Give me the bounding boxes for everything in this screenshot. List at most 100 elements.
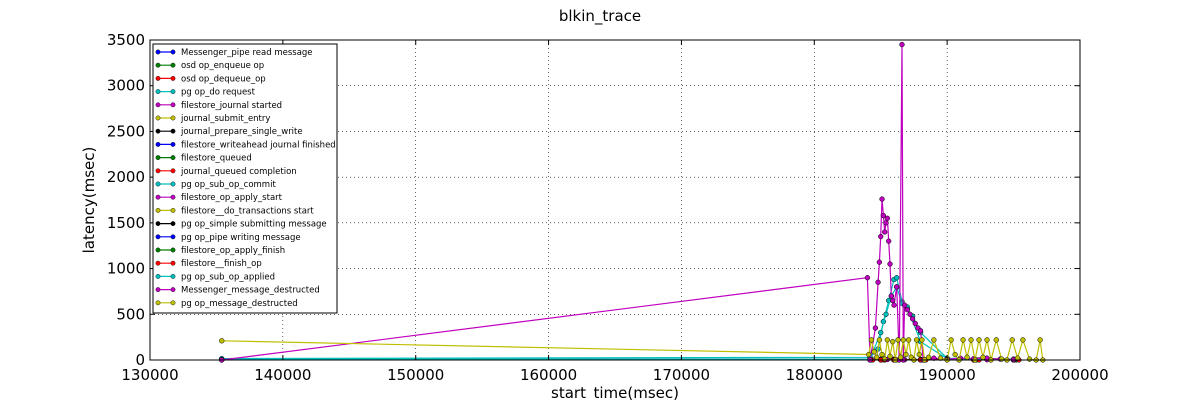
data-point [897, 354, 904, 360]
legend-marker [155, 221, 161, 227]
data-point [887, 261, 893, 267]
legend: Messenger_pipe read message osd op_enqueu… [152, 43, 338, 314]
chart-title: blkin_trace [559, 7, 641, 26]
legend-item: pg op_do request [155, 88, 256, 98]
data-point [931, 337, 937, 343]
legend-marker [170, 181, 176, 187]
x-tick-label: 160000 [520, 366, 577, 384]
data-point [899, 41, 905, 48]
legend-marker [170, 155, 176, 161]
data-point [937, 355, 944, 361]
legend-item: filestore__do_transactions start [155, 206, 314, 216]
legend-label: journal_prepare_single_write [180, 127, 303, 137]
data-point [904, 307, 910, 313]
legend-marker [155, 168, 161, 174]
axis-ticks: 130000 140000 150000 160000 170000 180000 1900… [107, 31, 1109, 384]
data-point [882, 229, 888, 235]
legend-marker [155, 287, 161, 292]
data-point [866, 351, 872, 358]
legend-marker [170, 141, 176, 147]
data-point [901, 302, 908, 308]
legend-item: journal_submit_entry [155, 114, 270, 124]
data-point [868, 337, 875, 343]
data-point [894, 275, 900, 281]
series [219, 41, 1017, 363]
legend-label: pg op_do request [181, 88, 256, 98]
legend-item: pg op_message_destructed [155, 299, 298, 309]
legend-label: pg op_simple submitting message [181, 220, 327, 230]
data-point [1009, 337, 1015, 343]
y-tick-label: 1500 [107, 214, 145, 232]
data-point [912, 320, 918, 327]
legend-marker [155, 141, 161, 147]
data-point [880, 212, 887, 219]
data-point [879, 351, 885, 358]
legend-label: osd op_dequeue_op [181, 74, 266, 84]
x-axis-label: start_time(msec) [551, 384, 679, 400]
legend-marker [155, 76, 161, 81]
data-point [1026, 356, 1033, 362]
legend-item: pg op_simple submitting message [155, 220, 327, 230]
data-point [888, 293, 894, 299]
plot-frame [149, 39, 1081, 361]
data-point [874, 354, 880, 360]
data-point [890, 339, 896, 345]
x-tick-label: 180000 [786, 366, 843, 384]
data-point [883, 220, 889, 226]
legend-label: filestore_op_apply_start [181, 193, 283, 203]
legend-marker [155, 155, 161, 161]
legend-marker [155, 260, 161, 266]
legend-marker [170, 273, 176, 279]
data-point [875, 279, 881, 285]
x-tick-label: 170000 [653, 366, 710, 384]
legend-item: journal_prepare_single_write [155, 127, 303, 137]
legend-item: Messenger_pipe read message [155, 48, 313, 58]
legend-item: pg op_pipe writing message [155, 233, 301, 243]
data-point [909, 316, 916, 322]
legend-label: pg op_sub_op_commit [181, 180, 276, 190]
data-point [905, 337, 912, 343]
legend-marker [170, 300, 176, 306]
legend-marker [170, 168, 176, 174]
data-point [876, 337, 883, 343]
legend-label: pg op_sub_op_applied [181, 272, 275, 282]
y-tick-label: 500 [116, 305, 145, 323]
legend-marker [170, 89, 176, 95]
legend-item: osd op_enqueue op [155, 61, 264, 71]
data-point [878, 233, 884, 240]
legend-marker [170, 234, 176, 240]
legend-marker [155, 181, 161, 187]
y-tick-label: 3500 [107, 31, 145, 49]
x-tick-label: 130000 [121, 366, 178, 384]
data-point [871, 349, 877, 355]
legend-box [152, 43, 338, 314]
legend-marker [155, 194, 161, 200]
legend-marker [155, 89, 161, 95]
legend-item: pg op_sub_op_applied [155, 272, 275, 282]
data-point [984, 337, 990, 343]
legend-label: pg op_message_destructed [181, 299, 298, 309]
y-tick-label: 0 [135, 351, 145, 369]
legend-marker [170, 62, 176, 68]
data-point [919, 337, 925, 343]
x-tick-label: 140000 [254, 366, 311, 384]
y-tick-label: 1000 [107, 260, 145, 278]
data-point [1014, 355, 1021, 361]
legend-marker [155, 49, 161, 55]
legend-marker [155, 207, 161, 213]
data-point [993, 337, 999, 343]
legend-label: Messenger_pipe read message [181, 48, 313, 58]
legend-marker [170, 247, 176, 253]
x-tick-label: 200000 [1051, 366, 1108, 384]
legend-marker [155, 115, 161, 121]
legend-item: filestore_writeahead journal finished [155, 140, 336, 150]
data-point [884, 215, 891, 221]
data-point [884, 337, 891, 343]
data-point [894, 284, 900, 290]
legend-label: filestore__finish_op [181, 259, 262, 269]
data-point [980, 354, 986, 360]
legend-marker [155, 300, 161, 306]
legend-label: filestore_queued [181, 154, 252, 164]
legend-marker [170, 260, 176, 266]
